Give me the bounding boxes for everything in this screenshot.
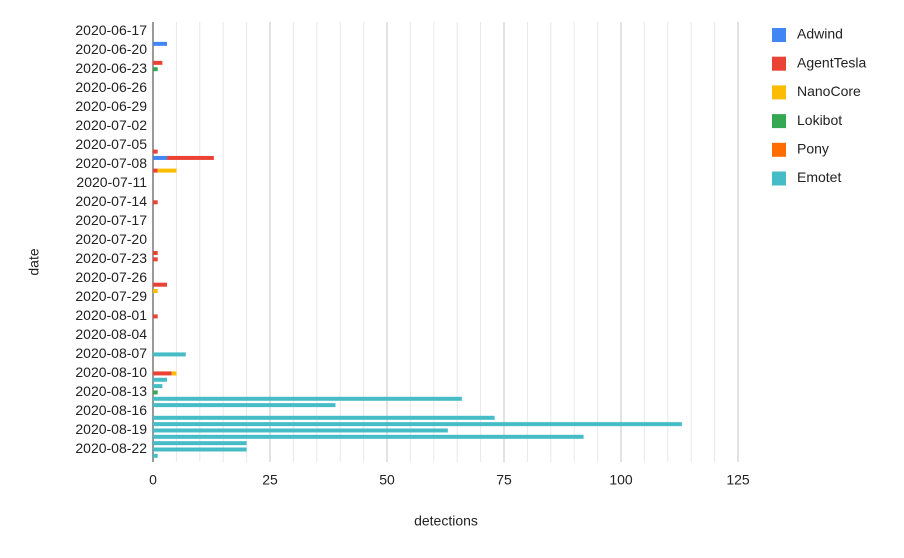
legend-swatch xyxy=(772,142,786,157)
bar-segment xyxy=(153,168,158,173)
y-tick-label: 2020-07-17 xyxy=(75,212,147,228)
y-tick-label: 2020-07-29 xyxy=(75,288,147,304)
bar-segment xyxy=(153,428,448,433)
y-tick-label: 2020-07-05 xyxy=(75,136,147,152)
legend-label: Adwind xyxy=(797,26,843,42)
bar-segment xyxy=(153,371,172,376)
x-tick-label: 75 xyxy=(496,472,512,488)
y-tick-label: 2020-06-26 xyxy=(75,79,147,95)
y-tick-label: 2020-08-04 xyxy=(75,326,147,342)
bar-segment xyxy=(167,155,214,160)
y-tick-label: 2020-07-23 xyxy=(75,250,147,266)
y-tick-label: 2020-08-22 xyxy=(75,440,147,456)
bar-segment xyxy=(153,257,158,262)
legend-label: Emotet xyxy=(797,169,841,185)
bar-segment xyxy=(153,41,168,46)
y-tick-label: 2020-08-07 xyxy=(75,345,147,361)
y-tick-label: 2020-07-11 xyxy=(76,174,147,190)
y-tick-label: 2020-08-13 xyxy=(75,383,147,399)
legend-swatch xyxy=(772,114,786,129)
y-tick-label: 2020-08-01 xyxy=(75,307,147,323)
legend-label: Lokibot xyxy=(797,112,842,128)
y-axis-title: date xyxy=(26,248,42,275)
y-tick-label: 2020-08-19 xyxy=(75,421,147,437)
bar-segment xyxy=(153,200,158,205)
bar-segment xyxy=(153,434,584,439)
bar-segment xyxy=(153,422,682,427)
x-tick-label: 0 xyxy=(149,472,157,488)
bar-segment xyxy=(153,377,168,382)
y-tick-label: 2020-06-23 xyxy=(75,60,147,76)
bar-segment xyxy=(153,396,462,401)
y-tick-label: 2020-07-14 xyxy=(75,193,147,209)
legend-swatch xyxy=(772,171,786,186)
y-tick-label: 2020-07-02 xyxy=(75,117,147,133)
legend-label: Pony xyxy=(797,141,829,157)
bar-segment xyxy=(157,168,177,173)
bar-segment xyxy=(153,403,336,408)
x-tick-label: 25 xyxy=(262,472,278,488)
bar-segment xyxy=(153,149,158,154)
bar-segment xyxy=(153,155,168,160)
x-tick-label: 50 xyxy=(379,472,395,488)
bar-segment xyxy=(153,447,247,452)
bar-segment xyxy=(153,251,158,256)
bar-segment xyxy=(153,289,158,294)
y-tick-label: 2020-06-17 xyxy=(75,22,147,38)
bar-segment xyxy=(153,60,163,65)
y-tick-label: 2020-06-20 xyxy=(75,41,147,57)
legend-swatch xyxy=(772,85,786,100)
legend-swatch xyxy=(772,28,786,42)
bar-segment xyxy=(153,415,495,420)
bar-segment xyxy=(153,282,168,287)
y-tick-label: 2020-07-26 xyxy=(75,269,147,285)
y-tick-label: 2020-07-20 xyxy=(75,231,147,247)
x-tick-label: 125 xyxy=(726,472,750,488)
x-tick-label: 100 xyxy=(609,472,633,488)
legend-label: AgentTesla xyxy=(797,54,866,70)
bar-segment xyxy=(153,352,186,357)
legend-swatch xyxy=(772,56,786,71)
bar-segment xyxy=(153,441,247,446)
y-tick-label: 2020-08-16 xyxy=(75,402,147,418)
x-axis-title: detections xyxy=(414,513,478,529)
y-tick-label: 2020-07-08 xyxy=(75,155,147,171)
legend-label: NanoCore xyxy=(797,83,861,99)
bar-segment xyxy=(153,314,158,319)
bar-segment xyxy=(153,390,158,395)
bar-segment xyxy=(153,453,158,458)
y-tick-label: 2020-06-29 xyxy=(75,98,147,114)
y-tick-label: 2020-08-10 xyxy=(75,364,147,380)
bar-segment xyxy=(171,371,177,376)
bar-segment xyxy=(153,67,158,72)
bar-segment xyxy=(153,384,163,389)
